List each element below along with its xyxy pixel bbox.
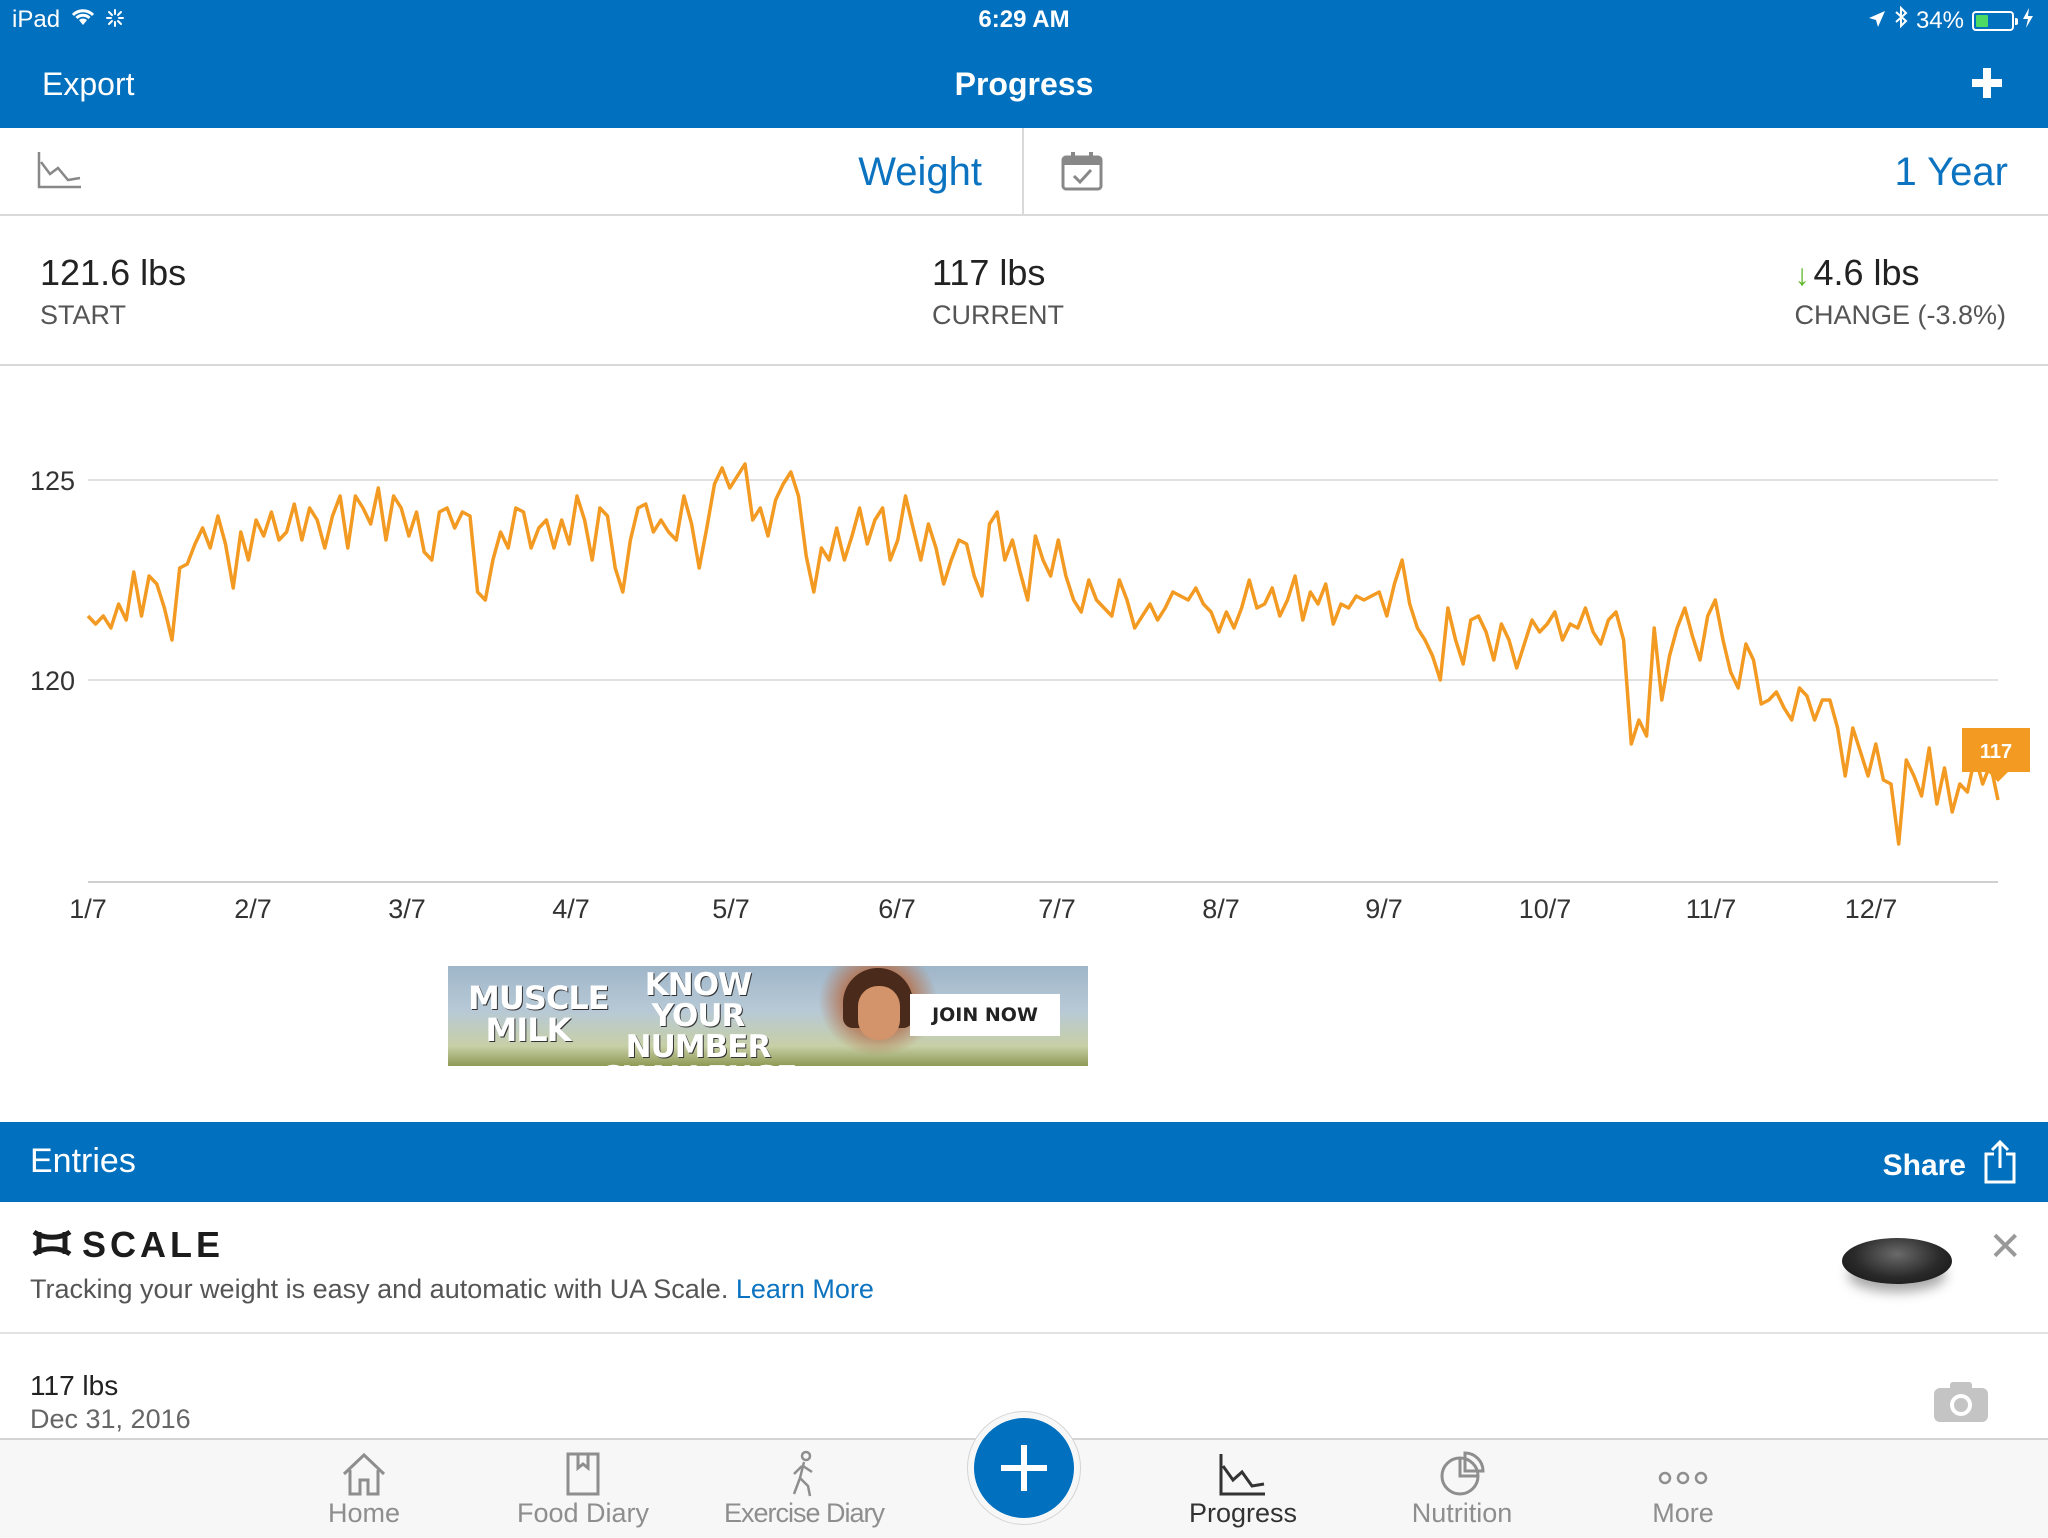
x-tick-label: 11/7 — [1686, 894, 1737, 924]
progress-selector: Weight 1 Year — [0, 128, 2048, 216]
change-stat: ↓ 4.6 lbs CHANGE (-3.8%) — [1794, 252, 2006, 331]
tab-more[interactable]: More — [1583, 1444, 1783, 1529]
tab-exercise-diary[interactable]: Exercise Diary — [704, 1444, 904, 1529]
weight-chart-svg: 125 120 1/7 2/7 3/7 4/7 5/7 6/7 7/7 8/7 9/7 10/7 11/… — [30, 462, 2030, 924]
line-chart-icon — [1143, 1444, 1343, 1498]
current-value-marker-label: 117 — [1980, 741, 2012, 763]
entry-row[interactable]: 117 lbs Dec 31, 2016 — [0, 1334, 2048, 1438]
tab-food-diary-label: Food Diary — [516, 1498, 650, 1528]
promo-text: Tracking your weight is easy and automat… — [30, 1274, 874, 1305]
tab-progress[interactable]: Progress — [1143, 1444, 1343, 1529]
line-chart-icon[interactable] — [36, 150, 84, 195]
y-tick-label: 125 — [30, 466, 75, 496]
x-tick-label: 7/7 — [1038, 894, 1076, 924]
status-bar: iPad 6:29 AM 34% — [0, 0, 2048, 40]
wifi-icon — [70, 6, 96, 34]
ad-join-button[interactable]: JOIN NOW — [910, 994, 1060, 1036]
x-tick-label: 1/7 — [69, 894, 107, 924]
current-value-marker — [1962, 728, 2030, 782]
tab-home[interactable]: Home — [264, 1444, 464, 1529]
share-button[interactable]: Share — [1882, 1139, 2018, 1192]
entries-header: Entries Share — [0, 1122, 2048, 1202]
weight-summary: 121.6 lbs START 117 lbs CURRENT ↓ 4.6 lbs… — [0, 216, 2048, 366]
pie-chart-icon — [1362, 1444, 1562, 1498]
ad-banner[interactable]: MUSCLE MILK KNOW YOUR NUMBER CHALLENGE J… — [448, 966, 1088, 1066]
close-icon[interactable]: ✕ — [1988, 1225, 2022, 1269]
promo-logo-text: SCALE — [82, 1224, 225, 1265]
tab-progress-label: Progress — [1188, 1498, 1298, 1528]
charging-bolt-icon — [2022, 7, 2034, 35]
ad-headline: KNOW YOUR NUMBER CHALLENGE — [600, 967, 798, 1067]
range-selector[interactable]: 1 Year — [1894, 150, 2008, 194]
walking-icon — [704, 1444, 904, 1498]
promo-logo: SCALE — [30, 1224, 224, 1266]
nav-bar: Export Progress — [0, 40, 2048, 128]
share-icon — [1982, 1139, 2018, 1192]
battery-icon — [1972, 10, 2018, 31]
device-name: iPad — [12, 6, 61, 33]
tab-nutrition-label: Nutrition — [1411, 1498, 1513, 1528]
page-title: Progress — [954, 66, 1094, 102]
activity-spinner-icon — [106, 6, 125, 34]
ua-scale-image — [1842, 1238, 1952, 1284]
x-tick-label: 2/7 — [234, 894, 272, 924]
tab-exercise-diary-label: Exercise Diary — [723, 1498, 885, 1528]
camera-icon[interactable] — [1932, 1380, 1990, 1429]
plus-icon — [1001, 1445, 1047, 1491]
plus-icon[interactable] — [1962, 58, 2012, 108]
current-label: CURRENT — [932, 300, 1064, 330]
tab-home-label: Home — [327, 1498, 401, 1528]
status-time: 6:29 AM — [978, 6, 1070, 33]
bluetooth-icon — [1894, 5, 1908, 35]
x-tick-label: 5/7 — [712, 894, 750, 924]
start-value: 121.6 lbs — [40, 252, 187, 293]
x-tick-label: 6/7 — [878, 894, 916, 924]
battery-level — [1976, 14, 1988, 27]
tab-more-label: More — [1652, 1498, 1714, 1528]
tab-food-diary[interactable]: Food Diary — [483, 1444, 683, 1529]
start-label: START — [40, 300, 127, 330]
under-armour-icon — [30, 1224, 74, 1266]
change-label: CHANGE (-3.8%) — [1794, 300, 2006, 330]
battery-percent: 34% — [1915, 6, 1964, 34]
more-icon — [1583, 1444, 1783, 1498]
y-tick-label: 120 — [30, 666, 75, 696]
entry-weight: 117 lbs — [30, 1370, 119, 1401]
start-stat: 121.6 lbs START — [40, 252, 186, 331]
x-tick-label: 4/7 — [552, 894, 590, 924]
change-value: 4.6 lbs — [1813, 252, 1920, 293]
calendar-icon[interactable] — [1060, 150, 1104, 197]
status-left: iPad — [12, 6, 125, 34]
down-arrow-icon: ↓ — [1794, 259, 1810, 292]
ua-scale-promo: SCALE Tracking your weight is easy and a… — [0, 1202, 2048, 1334]
location-arrow-icon — [1868, 7, 1886, 35]
ad-brand: MUSCLE MILK — [468, 979, 610, 1049]
x-tick-label: 10/7 — [1519, 894, 1572, 924]
entries-title: Entries — [30, 1142, 136, 1180]
current-value: 117 lbs — [932, 252, 1046, 293]
selector-divider — [1022, 128, 1024, 214]
book-icon — [483, 1444, 683, 1498]
ad-person-face — [858, 986, 900, 1040]
x-tick-label: 3/7 — [388, 894, 426, 924]
export-button[interactable]: Export — [42, 66, 135, 102]
share-label: Share — [1882, 1149, 1966, 1182]
x-tick-label: 9/7 — [1365, 894, 1403, 924]
learn-more-link[interactable]: Learn More — [735, 1274, 874, 1304]
weight-series-line — [86, 462, 2000, 846]
entry-date: Dec 31, 2016 — [30, 1404, 191, 1434]
x-tick-label: 8/7 — [1202, 894, 1240, 924]
x-tick-label: 12/7 — [1845, 894, 1898, 924]
metric-selector[interactable]: Weight — [858, 150, 982, 194]
current-stat: 117 lbs CURRENT — [932, 252, 1064, 331]
weight-chart[interactable]: 125 120 1/7 2/7 3/7 4/7 5/7 6/7 7/7 8/7 9/7 10/7 11/… — [0, 380, 2048, 940]
add-entry-button[interactable] — [968, 1412, 1080, 1524]
status-right: 34% — [1868, 5, 2034, 35]
home-icon — [264, 1444, 464, 1498]
promo-body: Tracking your weight is easy and automat… — [30, 1274, 729, 1304]
tab-nutrition[interactable]: Nutrition — [1362, 1444, 1562, 1529]
